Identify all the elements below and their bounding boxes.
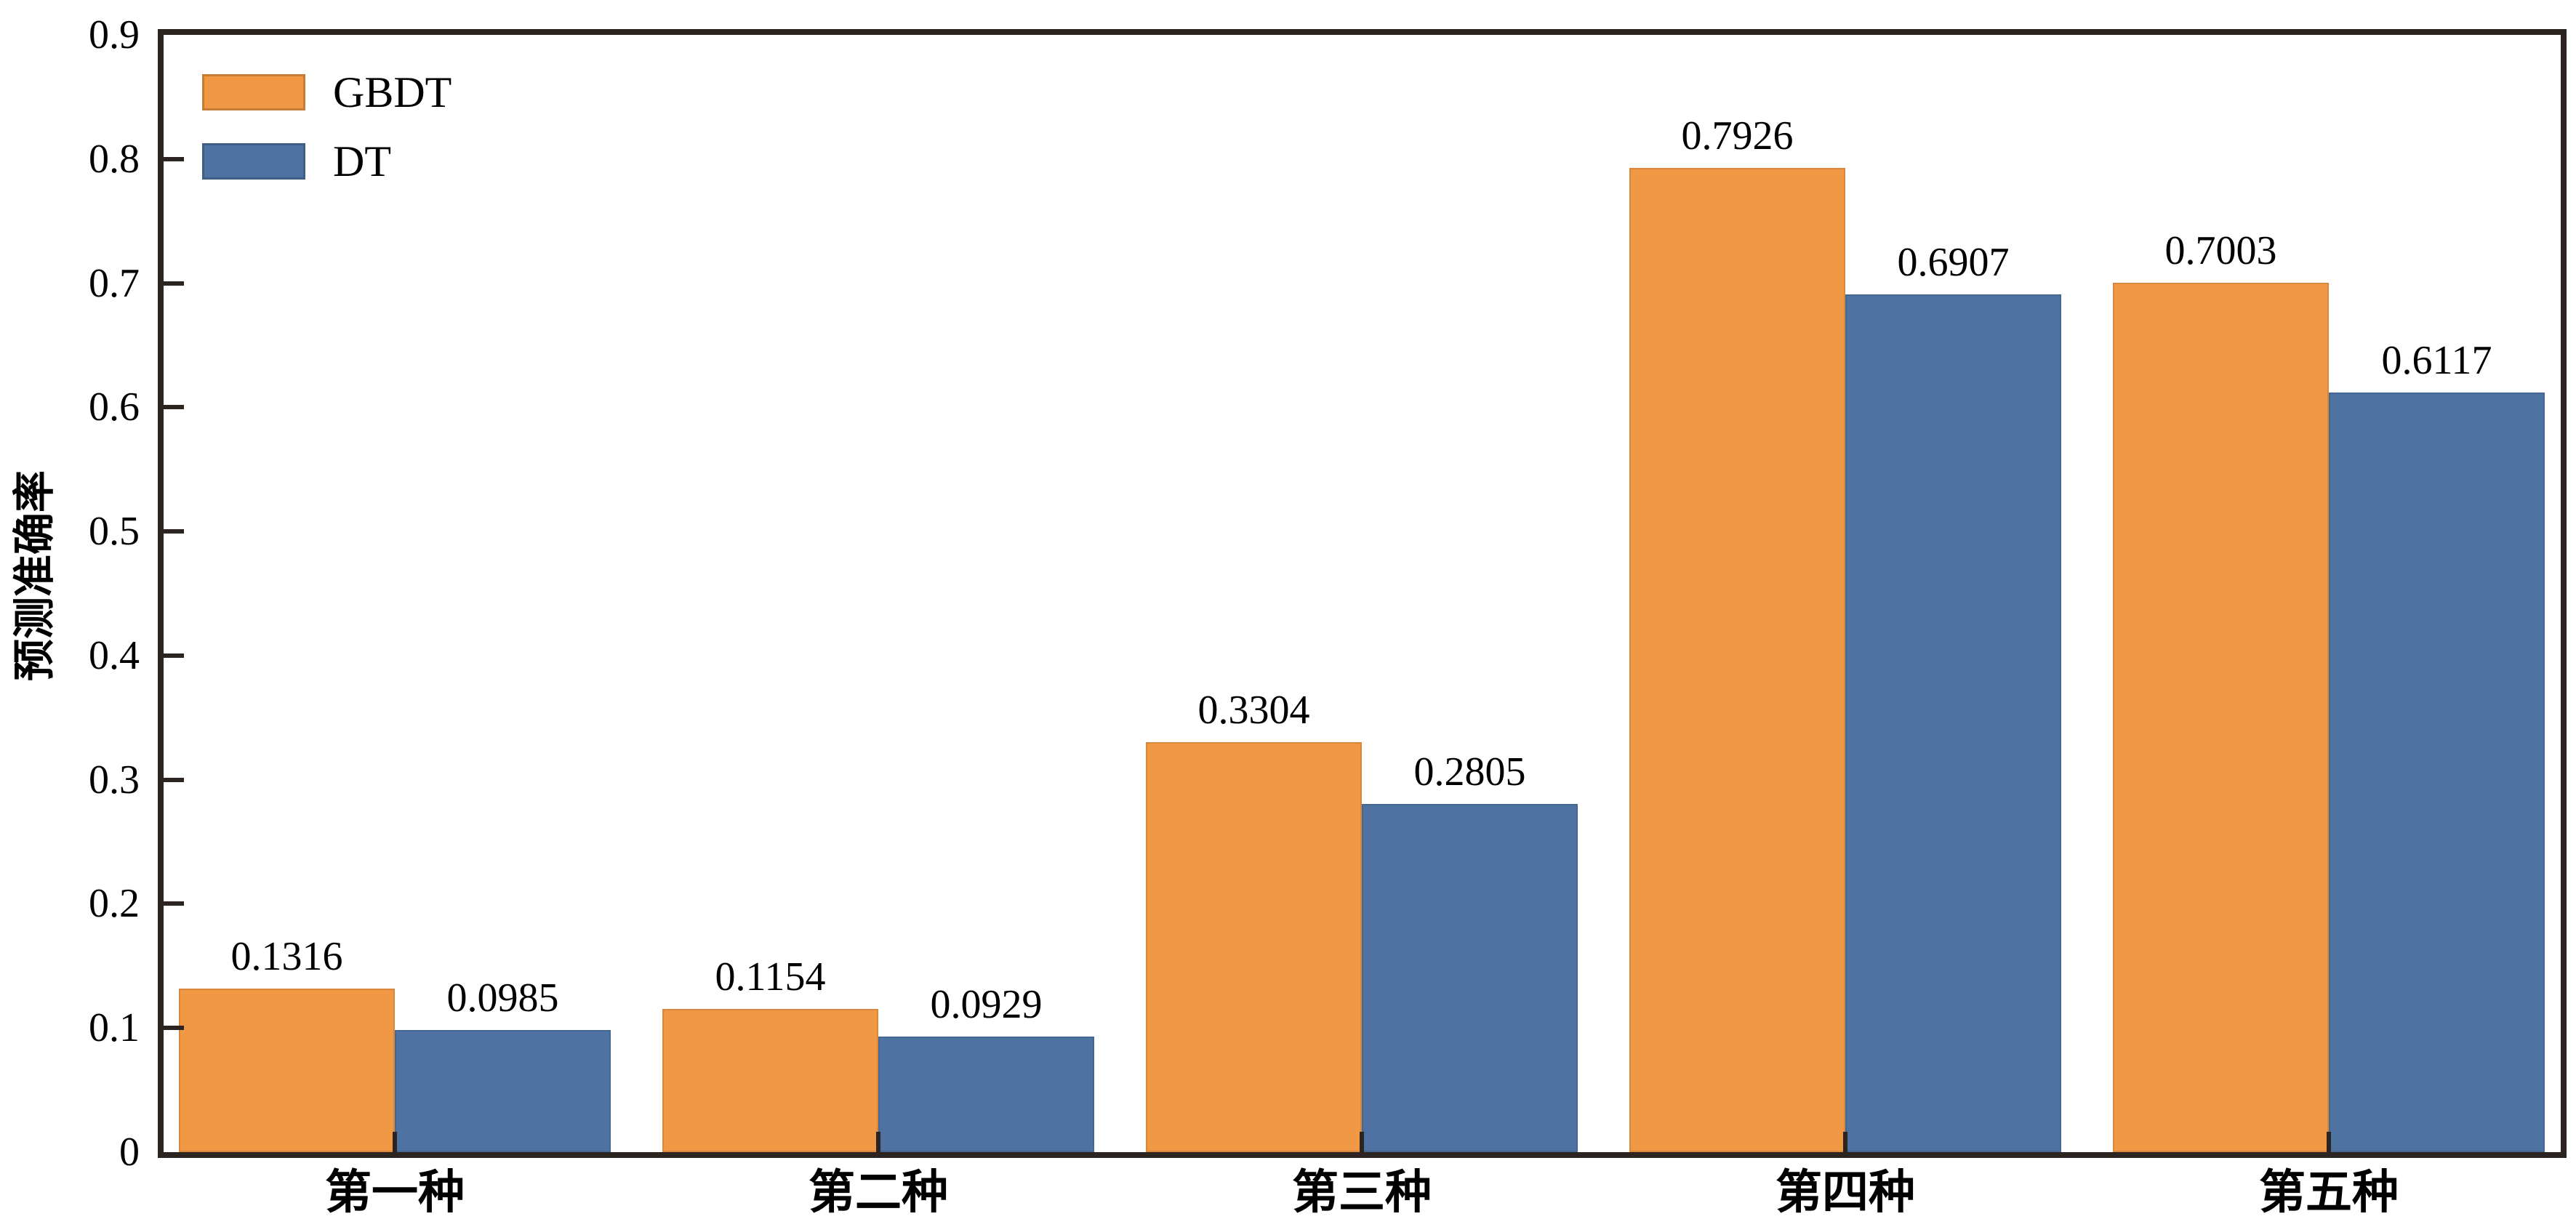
y-tick-label: 0.4 xyxy=(89,633,140,678)
x-tick-mark xyxy=(1843,1132,1847,1152)
legend-swatch-dt xyxy=(202,143,305,180)
bar-value-label: 0.7926 xyxy=(1681,113,1794,158)
y-tick-label: 0 xyxy=(119,1130,140,1175)
bar-dt-group1 xyxy=(395,1030,611,1152)
bar-value-label: 0.3304 xyxy=(1197,688,1310,733)
x-category-label: 第一种 xyxy=(325,1167,465,1218)
y-tick-label: 0.3 xyxy=(89,757,140,802)
x-category-label: 第四种 xyxy=(1775,1167,1915,1218)
x-tick-mark xyxy=(1360,1132,1364,1152)
y-tick-mark xyxy=(164,157,184,161)
bar-value-label: 0.6117 xyxy=(2381,338,2492,383)
plot-inner: 0.1316 0.0985 0.1154 0.0929 0.3304 0.2805 0.79… xyxy=(164,35,2561,1152)
y-tick-mark xyxy=(164,1026,184,1030)
bar-value-label: 0.1154 xyxy=(715,954,826,999)
y-tick-mark xyxy=(164,281,184,286)
x-tick-mark xyxy=(2327,1132,2331,1152)
bar-value-label: 0.0929 xyxy=(930,982,1043,1027)
y-tick-label: 0.9 xyxy=(89,12,140,57)
x-category-label: 第三种 xyxy=(1292,1167,1432,1218)
y-tick-label: 0.5 xyxy=(89,509,140,554)
bar-dt-group3 xyxy=(1362,804,1578,1152)
y-tick-mark xyxy=(164,405,184,409)
bar-gbdt-group2 xyxy=(662,1009,878,1152)
legend-label-gbdt: GBDT xyxy=(333,68,452,116)
bar-value-label: 0.6907 xyxy=(1897,240,2010,285)
bar-gbdt-group5 xyxy=(2113,283,2329,1152)
bar-gbdt-group1 xyxy=(179,989,395,1152)
x-tick-mark xyxy=(393,1132,397,1152)
y-tick-mark xyxy=(164,529,184,534)
y-tick-label: 0.7 xyxy=(89,261,140,306)
bar-dt-group5 xyxy=(2329,393,2545,1152)
bar-dt-group2 xyxy=(878,1037,1094,1152)
legend-swatch-gbdt xyxy=(202,74,305,110)
bar-value-label: 0.0985 xyxy=(446,975,559,1021)
bar-value-label: 0.2805 xyxy=(1413,749,1526,794)
legend-label-dt: DT xyxy=(333,137,391,185)
bar-value-label: 0.1316 xyxy=(230,934,343,979)
bar-value-label: 0.7003 xyxy=(2164,228,2277,273)
y-tick-label: 0.1 xyxy=(89,1005,140,1050)
bar-gbdt-group4 xyxy=(1629,168,1845,1152)
y-tick-label: 0.8 xyxy=(89,137,140,182)
x-category-label: 第五种 xyxy=(2259,1167,2399,1218)
y-tick-mark xyxy=(164,778,184,782)
bar-dt-group4 xyxy=(1845,294,2061,1152)
y-tick-mark xyxy=(164,901,184,906)
y-tick-mark xyxy=(164,653,184,658)
x-category-label: 第二种 xyxy=(808,1167,948,1218)
plot-area: 0.1316 0.0985 0.1154 0.0929 0.3304 0.2805 0.79… xyxy=(158,29,2567,1158)
bar-gbdt-group3 xyxy=(1146,742,1362,1152)
y-tick-label: 0.2 xyxy=(89,881,140,926)
x-tick-mark xyxy=(876,1132,880,1152)
y-tick-label: 0.6 xyxy=(89,385,140,430)
